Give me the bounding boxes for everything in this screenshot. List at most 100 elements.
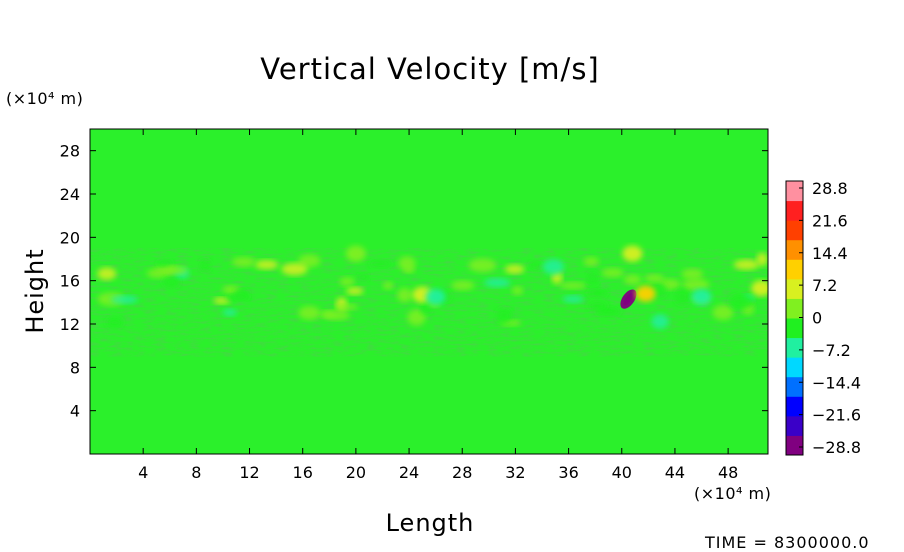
colorbar-tick-label: 28.8 [812, 179, 848, 198]
velocity-cell [468, 258, 497, 272]
x-tick-label: 20 [346, 463, 366, 482]
x-tick-label: 40 [612, 463, 632, 482]
x-axis-label: Length [385, 509, 475, 537]
velocity-cell [733, 259, 760, 270]
y-tick-label: 28 [60, 142, 80, 161]
colorbar-segment [786, 181, 803, 202]
colorbar-segment [786, 435, 803, 456]
velocity-cell [213, 297, 230, 305]
velocity-cell [562, 295, 584, 303]
velocity-cell [199, 259, 211, 272]
velocity-field [90, 245, 768, 357]
chart-title: Vertical Velocity [m/s] [260, 52, 600, 86]
velocity-cell [298, 254, 321, 268]
velocity-cell [587, 301, 608, 311]
velocity-cell [559, 282, 587, 289]
velocity-cell [281, 263, 308, 276]
velocity-cell [164, 266, 188, 275]
colorbar-segment [786, 357, 803, 378]
velocity-cell [398, 256, 416, 271]
x-tick-label: 44 [665, 463, 685, 482]
velocity-cell [583, 256, 599, 267]
velocity-cell [232, 257, 256, 267]
velocity-feature-6 [691, 288, 712, 305]
velocity-feature-1 [635, 285, 656, 302]
velocity-cell [529, 261, 542, 270]
y-tick-label: 4 [70, 402, 80, 421]
colorbar-tick-label: −28.8 [812, 438, 861, 457]
colorbar-tick-label: −14.4 [812, 373, 861, 392]
velocity-cell [222, 308, 238, 316]
x-unit-note: (×10⁴ m) [694, 484, 772, 503]
colorbar-segment [786, 259, 803, 280]
velocity-cell [756, 252, 768, 266]
velocity-cell [397, 288, 412, 303]
x-tick-label: 8 [191, 463, 201, 482]
colorbar: 28.8 21.6 14.4 7.2 0 −7.2 −14.4 −21.6 −28.8 [785, 179, 861, 457]
velocity-cell [106, 317, 123, 328]
y-tick-label: 12 [60, 315, 80, 334]
velocity-feature-core [623, 293, 634, 306]
velocity-cell [484, 278, 511, 288]
velocity-cell [588, 288, 607, 298]
colorbar-segment [786, 415, 803, 436]
velocity-cell [682, 278, 710, 291]
velocity-cell [651, 314, 669, 329]
colorbar-segment [786, 318, 803, 339]
colorbar-segment [786, 337, 803, 358]
colorbar-tick-label: 0 [812, 309, 822, 328]
velocity-cell [339, 277, 355, 287]
velocity-feature-4 [425, 288, 446, 305]
velocity-feature-2 [622, 245, 643, 262]
plot-frame [89, 128, 769, 455]
colorbar-segment [786, 220, 803, 241]
velocity-cell [97, 267, 117, 280]
velocity-cell [504, 264, 525, 274]
velocity-cell [681, 268, 704, 280]
colorbar-segment [786, 278, 803, 299]
velocity-cell [712, 304, 734, 321]
y-unit-note: (×10⁴ m) [6, 89, 84, 108]
y-tick-label: 20 [60, 228, 80, 247]
colorbar-segment [786, 239, 803, 260]
velocity-cell [586, 271, 599, 286]
x-tick-label: 16 [293, 463, 313, 482]
velocity-cell [162, 276, 180, 288]
y-tick-label: 8 [70, 358, 80, 377]
velocity-cell [644, 274, 664, 283]
y-tick-label: 16 [60, 272, 80, 291]
velocity-feature-5 [751, 280, 768, 297]
velocity-feature-7 [345, 245, 366, 262]
velocity-cell [624, 274, 642, 285]
velocity-cell [542, 259, 565, 275]
velocity-cell [110, 295, 138, 304]
y-axis: 4 8 12 16 20 24 28 [60, 142, 768, 421]
colorbar-segment [786, 298, 803, 319]
velocity-cell [675, 288, 690, 305]
velocity-cell [729, 294, 754, 309]
velocity-cell [157, 259, 173, 267]
colorbar-segment [786, 396, 803, 417]
x-tick-label: 4 [138, 463, 148, 482]
colorbar-tick-label: 14.4 [812, 244, 848, 263]
x-tick-label: 36 [558, 463, 578, 482]
x-tick-label: 32 [505, 463, 525, 482]
velocity-cell [382, 281, 394, 290]
colorbar-tick-label: 7.2 [812, 276, 837, 295]
colorbar-segment [786, 376, 803, 397]
velocity-cell [369, 260, 392, 268]
x-tick-label: 48 [718, 463, 738, 482]
y-tick-label: 24 [60, 185, 80, 204]
velocity-cell [407, 309, 426, 326]
velocity-cell [225, 293, 250, 300]
velocity-cell [323, 310, 350, 320]
colorbar-tick-label: −21.6 [812, 406, 861, 425]
velocity-cell [601, 268, 624, 278]
colorbar-segment [786, 200, 803, 221]
velocity-cell [335, 303, 358, 311]
velocity-cell [451, 280, 475, 291]
velocity-cell [511, 286, 524, 295]
x-tick-label: 24 [399, 463, 419, 482]
colorbar-tick-label: 21.6 [812, 211, 848, 230]
